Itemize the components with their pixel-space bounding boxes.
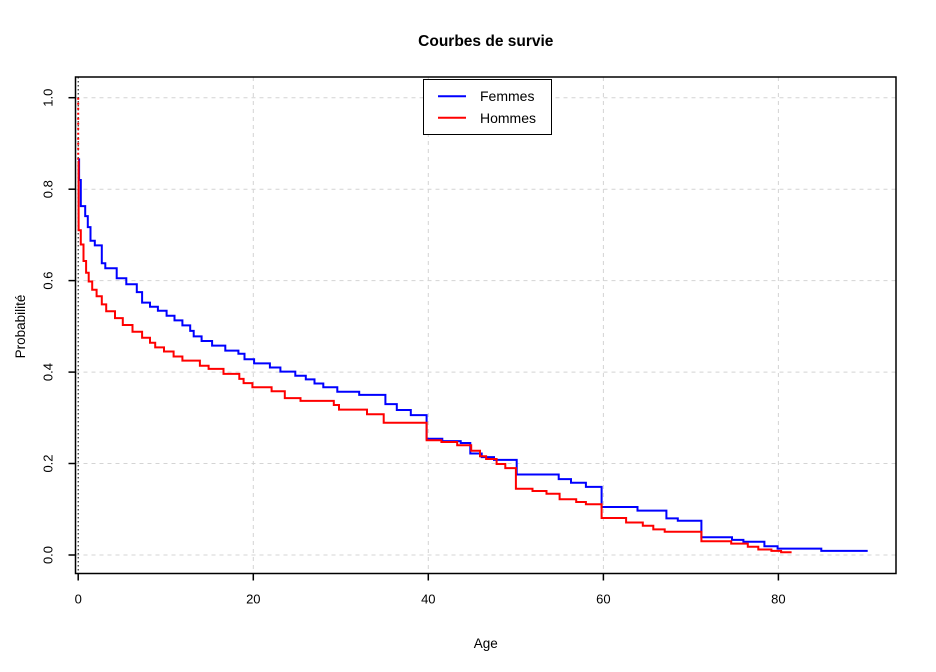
- legend-box: [423, 79, 552, 135]
- y-tick-label-1.0: 1.0: [41, 89, 56, 107]
- y-axis-label: Probabilité: [13, 295, 28, 359]
- x-tick-label-40: 40: [421, 592, 435, 607]
- chart-title: Courbes de survie: [418, 33, 554, 50]
- plot-border: [74, 76, 897, 575]
- grid-lines: [75, 77, 896, 574]
- legend-label-femmes: Femmes: [480, 88, 534, 104]
- legend: Femmes Hommes: [423, 79, 552, 135]
- curves: [77, 97, 868, 554]
- x-tick-label-20: 20: [246, 592, 260, 607]
- y-tick-label-0.8: 0.8: [41, 180, 56, 198]
- x-tick-label-80: 80: [771, 592, 785, 607]
- legend-label-hommes: Hommes: [480, 110, 536, 126]
- axes: 0 20 40 60 80 0.0 0.2 0.4 0.6 0.8 1.0: [41, 76, 897, 607]
- y-tick-label-0.4: 0.4: [41, 363, 56, 381]
- y-tick-label-0.6: 0.6: [41, 272, 56, 290]
- survival-curve-hommes: [77, 160, 792, 554]
- x-tick-label-0: 0: [75, 592, 82, 607]
- x-tick-label-60: 60: [596, 592, 610, 607]
- x-axis-label: Age: [474, 636, 498, 651]
- y-tick-label-0.2: 0.2: [41, 454, 56, 472]
- survival-curve-femmes: [78, 158, 868, 552]
- y-tick-label-0.0: 0.0: [41, 546, 56, 564]
